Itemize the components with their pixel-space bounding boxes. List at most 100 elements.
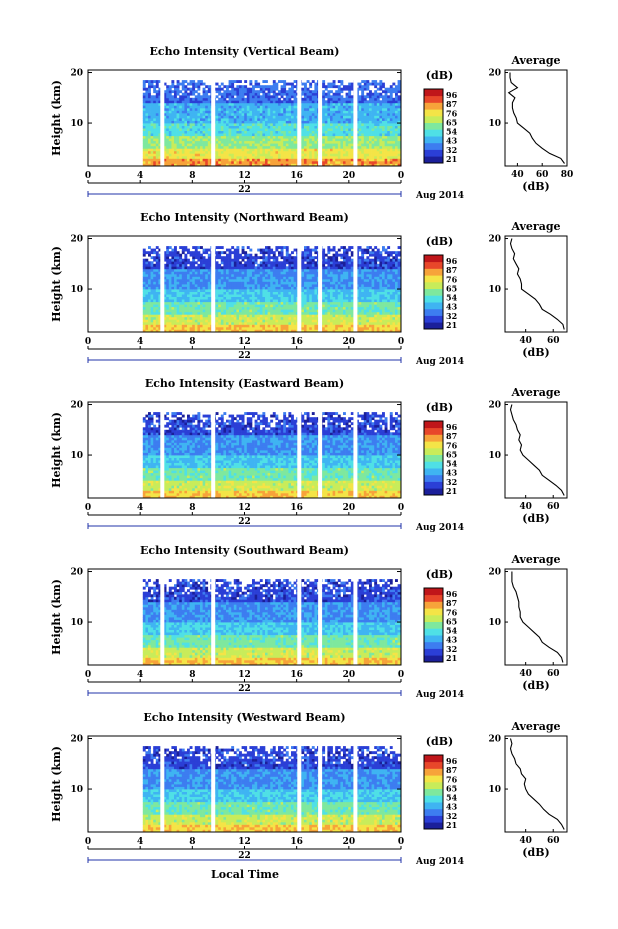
heatmap-cell	[309, 90, 313, 94]
heatmap-cell	[280, 90, 284, 94]
heatmap-cell	[181, 115, 185, 119]
heatmap-cell	[363, 294, 367, 297]
heatmap-cell	[150, 319, 154, 323]
heatmap-cell	[200, 158, 203, 162]
heatmap-cell	[374, 138, 378, 142]
heatmap-cell	[223, 138, 227, 142]
heatmap-cell	[374, 321, 378, 325]
heatmap-cell	[163, 107, 167, 111]
heatmap-cell	[327, 118, 331, 121]
heatmap-cell	[392, 115, 396, 119]
heatmap-cell	[215, 125, 219, 129]
heatmap-cell	[158, 118, 162, 121]
heatmap-cell	[395, 296, 398, 300]
heatmap-cell	[252, 306, 255, 310]
heatmap-cell	[158, 153, 162, 157]
heatmap-cell	[179, 153, 183, 157]
heatmap-cell	[207, 304, 211, 308]
heatmap-cell	[176, 158, 180, 162]
heatmap-cell	[272, 110, 276, 114]
heatmap-cell	[343, 85, 346, 89]
heatmap-cell	[330, 294, 333, 297]
heatmap-cell	[168, 90, 172, 94]
heatmap-cell	[374, 155, 378, 159]
heatmap-cell	[363, 153, 367, 157]
heatmap-cell	[283, 294, 287, 297]
heatmap-cell	[148, 291, 151, 295]
average-y-tick-label: 10	[488, 119, 501, 129]
heatmap-cell	[397, 112, 401, 116]
heatmap-cell	[252, 155, 255, 159]
heatmap-cell	[218, 140, 222, 144]
heatmap-cell	[304, 145, 307, 149]
heatmap-cell	[241, 110, 245, 114]
heatmap-cell	[350, 324, 354, 328]
heatmap-cell	[220, 125, 224, 129]
heatmap-cell	[324, 291, 328, 295]
heatmap-cell	[150, 97, 154, 101]
heatmap-cell	[226, 153, 229, 157]
heatmap-cell	[322, 123, 326, 126]
heatmap-cell	[327, 143, 331, 147]
heatmap-cell	[371, 95, 375, 99]
heatmap-cell	[189, 309, 193, 313]
heatmap-cell	[241, 100, 245, 104]
heatmap-cell	[249, 326, 253, 330]
heatmap-cell	[259, 296, 263, 300]
heatmap-cell	[259, 130, 263, 134]
heatmap-cell	[309, 102, 313, 106]
heatmap-cell	[356, 120, 359, 124]
heatmap-cell	[358, 326, 362, 330]
heatmap-cell	[197, 118, 201, 121]
heatmap-cell	[215, 321, 219, 325]
heatmap-cell	[254, 326, 258, 330]
heatmap-cell	[267, 128, 271, 131]
heatmap-cell	[166, 120, 170, 124]
heatmap-cell	[200, 321, 203, 325]
heatmap-cell	[166, 148, 170, 152]
heatmap-cell	[363, 299, 367, 303]
heatmap-cell	[257, 304, 261, 308]
heatmap-cell	[293, 90, 297, 94]
heatmap-cell	[291, 120, 294, 124]
heatmap-cell	[176, 128, 180, 131]
heatmap-cell	[233, 97, 237, 101]
heatmap-cell	[155, 160, 159, 164]
heatmap-cell	[142, 289, 146, 292]
heatmap-cell	[301, 120, 305, 124]
heatmap-cell	[272, 133, 276, 137]
heatmap-cell	[376, 123, 380, 126]
heatmap-cell	[345, 140, 349, 144]
heatmap-cell	[200, 128, 203, 131]
heatmap-cell	[327, 148, 331, 152]
heatmap-cell	[309, 155, 313, 159]
heatmap-cell	[293, 326, 297, 330]
heatmap-cell	[142, 85, 146, 89]
heatmap-cell	[285, 102, 289, 106]
y-tick-label: 10	[70, 119, 83, 129]
heatmap-cell	[231, 329, 235, 333]
heatmap-cell	[189, 316, 193, 320]
heatmap-cell	[153, 130, 157, 134]
heatmap-cell	[236, 296, 240, 300]
heatmap-cell	[395, 138, 398, 142]
heatmap-cell	[236, 123, 240, 126]
heatmap-cell	[163, 105, 167, 109]
heatmap-cell	[174, 294, 177, 297]
heatmap-cell	[337, 130, 341, 134]
heatmap-cell	[301, 112, 305, 116]
heatmap-cell	[171, 105, 175, 109]
heatmap-cell	[218, 316, 222, 320]
heatmap-cell	[168, 148, 172, 152]
heatmap-cell	[179, 112, 183, 116]
heatmap-cell	[376, 158, 380, 162]
heatmap-cell	[356, 160, 359, 164]
heatmap-cell	[189, 97, 193, 101]
heatmap-cell	[174, 130, 177, 134]
heatmap-cell	[179, 326, 183, 330]
heatmap-cell	[236, 92, 240, 96]
heatmap-cell	[262, 95, 266, 99]
heatmap-cell	[267, 112, 271, 116]
heatmap-cell	[192, 148, 196, 152]
heatmap-cell	[174, 155, 177, 159]
